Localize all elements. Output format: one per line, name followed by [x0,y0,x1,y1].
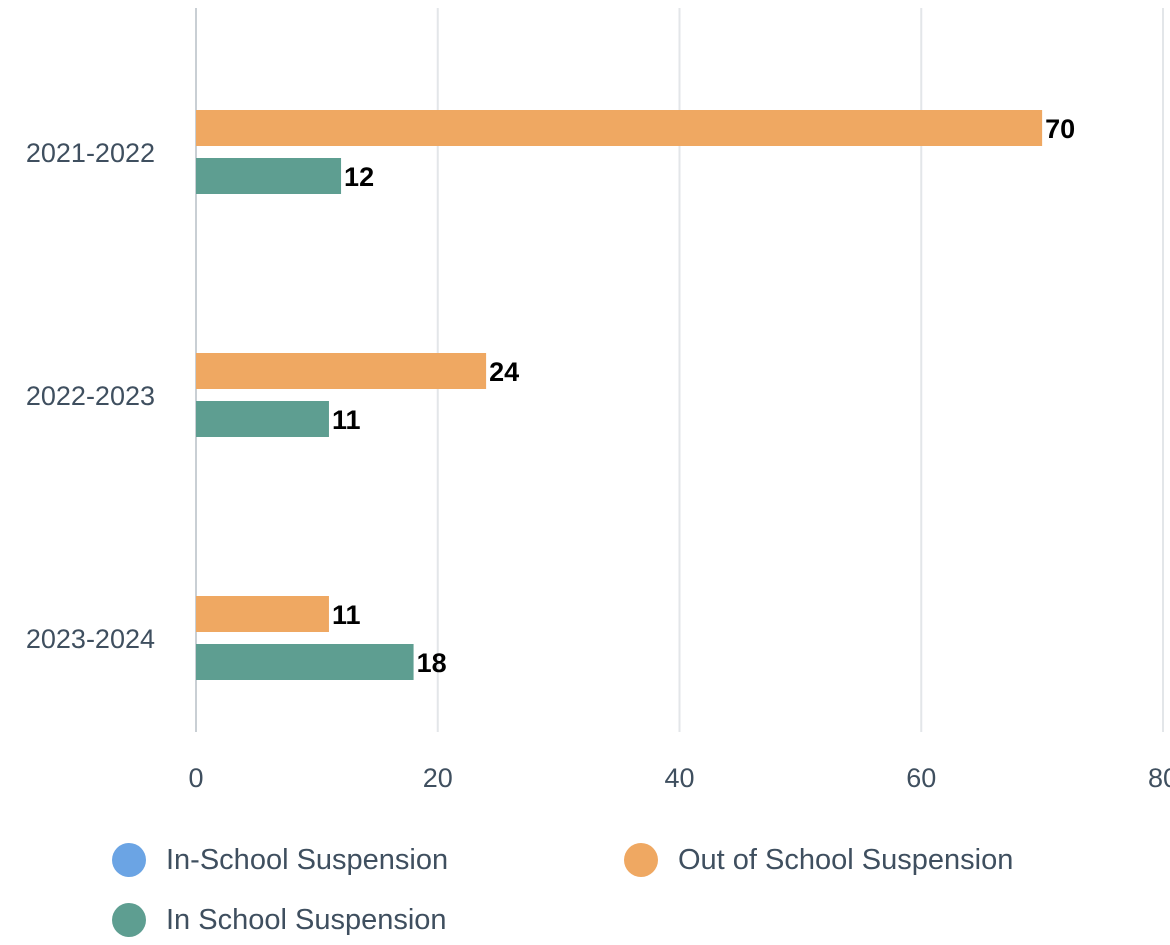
bars [196,110,1043,680]
legend: In-School Suspension Out of School Suspe… [112,838,1152,938]
legend-item-in-school-suspension[interactable]: In School Suspension [112,903,447,937]
y-axis-categories: 2021-2022 2022-2023 2023-2024 [26,138,155,654]
x-axis-ticks: 0 20 40 60 80 [188,763,1170,793]
x-tick-label: 80 [1148,763,1170,793]
x-tick-label: 20 [423,763,453,793]
legend-label: Out of School Suspension [678,843,1014,876]
legend-item-in-school-suspension-hyphen[interactable]: In-School Suspension [112,843,448,877]
x-tick-label: 60 [906,763,936,793]
legend-dot [112,903,146,937]
legend-dot [112,843,146,877]
data-label: 70 [1045,114,1075,144]
bar-in-school[interactable] [196,644,414,680]
data-labels: 70 12 24 11 11 18 [332,114,1075,678]
data-label: 11 [332,600,361,630]
legend-label: In School Suspension [166,903,447,936]
data-label: 12 [344,162,374,192]
bar-out-of-school[interactable] [196,110,1043,146]
y-category-label: 2022-2023 [26,381,155,411]
bar-in-school[interactable] [196,401,329,437]
y-category-label: 2021-2022 [26,138,155,168]
data-label: 24 [489,357,519,387]
data-label: 11 [332,405,361,435]
data-label: 18 [417,648,447,678]
bar-out-of-school[interactable] [196,353,487,389]
bar-out-of-school[interactable] [196,596,329,632]
bar-chart: 0 20 40 60 80 2021-2022 2022-2023 2023-2024 70… [26,8,1170,793]
legend-dot [624,843,658,877]
x-tick-label: 40 [664,763,694,793]
legend-label: In-School Suspension [166,843,449,876]
bar-in-school[interactable] [196,158,342,194]
x-tick-label: 0 [188,763,203,793]
y-category-label: 2023-2024 [26,624,155,654]
legend-item-out-of-school-suspension[interactable]: Out of School Suspension [624,843,1013,877]
